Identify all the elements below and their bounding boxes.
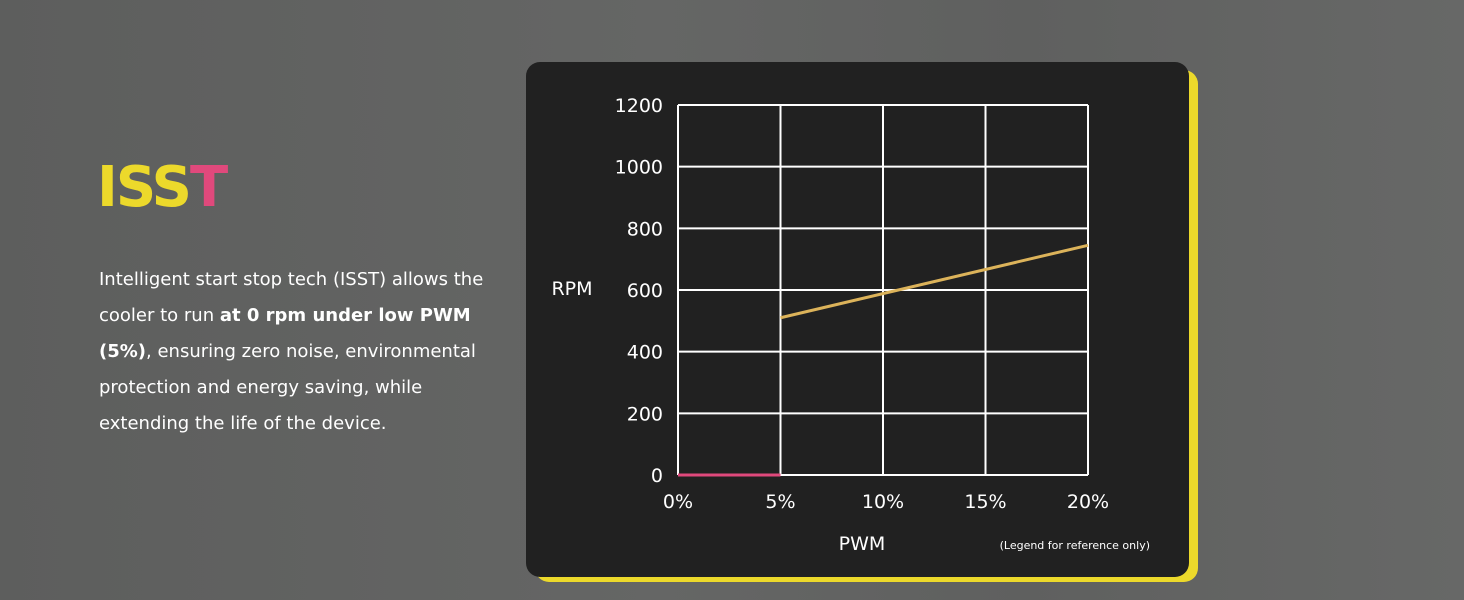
y-tick-label: 0	[651, 465, 663, 487]
y-axis-label: RPM	[551, 278, 592, 300]
x-tick-label: 10%	[862, 491, 904, 513]
title-part-yellow: ISS	[97, 155, 192, 220]
y-tick-label: 800	[627, 218, 663, 240]
chart-grid	[677, 104, 1089, 476]
reference-note: (Legend for reference only)	[1000, 539, 1150, 552]
series-line-2	[780, 243, 1089, 320]
description: Intelligent start stop tech (ISST) allow…	[99, 262, 484, 442]
title-part-pink: T	[189, 155, 228, 220]
x-tick-label: 0%	[663, 491, 693, 513]
description-bold: at 0 rpm under low PWM (5%)	[99, 305, 471, 362]
chart-series	[678, 243, 1089, 477]
y-tick-label: 400	[627, 342, 663, 364]
description-text-end: , ensuring zero noise, environmental pro…	[99, 341, 476, 434]
rpm-pwm-chart: 0% 5% 10% 15% 20% 0 200 400 600 800 1000 1200 RPM P…	[551, 95, 1150, 555]
y-tick-label: 1200	[615, 95, 663, 117]
description-text-start: Intelligent start stop tech (ISST) allow…	[99, 269, 484, 326]
y-tick-label: 200	[627, 403, 663, 425]
chart-card	[526, 62, 1189, 577]
y-tick-label: 1000	[615, 157, 663, 179]
x-axis-label: PWM	[839, 533, 886, 555]
x-tick-label: 5%	[765, 491, 795, 513]
page-title: ISST	[97, 160, 228, 216]
y-tick-label: 600	[627, 280, 663, 302]
x-tick-label: 20%	[1067, 491, 1109, 513]
x-tick-label: 15%	[964, 491, 1006, 513]
chart-ticks: 0% 5% 10% 15% 20% 0 200 400 600 800 1000 1200	[615, 95, 1109, 513]
